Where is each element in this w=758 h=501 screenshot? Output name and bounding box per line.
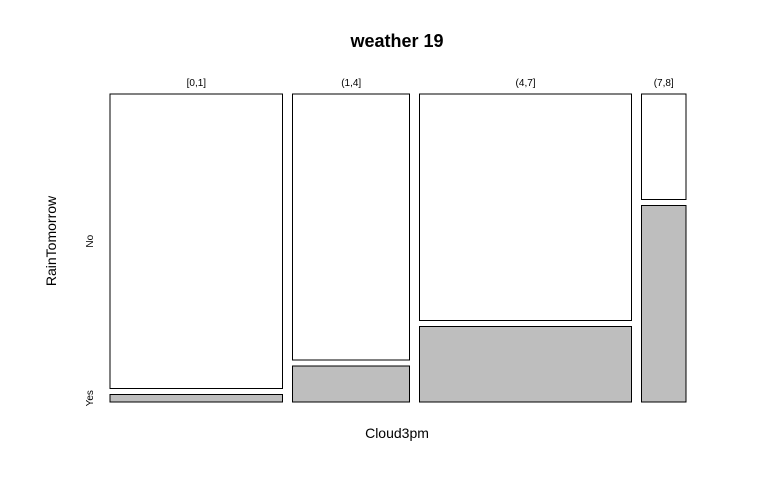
tile-no-1 <box>292 93 411 361</box>
y-axis-label: RainTomorrow <box>43 195 59 286</box>
tile-yes-3 <box>640 205 687 403</box>
tile-yes-0 <box>109 393 284 403</box>
x-tick-label: (1,4] <box>341 78 361 89</box>
mosaic-tiles <box>109 93 687 403</box>
tile-yes-2 <box>419 326 632 403</box>
x-axis-label: Cloud3pm <box>365 425 429 441</box>
tile-yes-1 <box>292 365 411 403</box>
tile-no-2 <box>419 93 632 321</box>
chart-title: weather 19 <box>349 31 443 51</box>
x-tick-labels: [0,1] (1,4] (4,7] (7,8] <box>187 78 674 89</box>
y-tick-label: Yes <box>85 390 96 406</box>
tile-no-3 <box>640 93 687 201</box>
x-tick-label: (4,7] <box>516 78 536 89</box>
x-tick-label: (7,8] <box>654 78 674 89</box>
x-tick-label: [0,1] <box>187 78 207 89</box>
y-tick-label: No <box>85 234 96 247</box>
tile-no-0 <box>109 93 284 389</box>
y-tick-labels: Yes No <box>85 234 96 406</box>
